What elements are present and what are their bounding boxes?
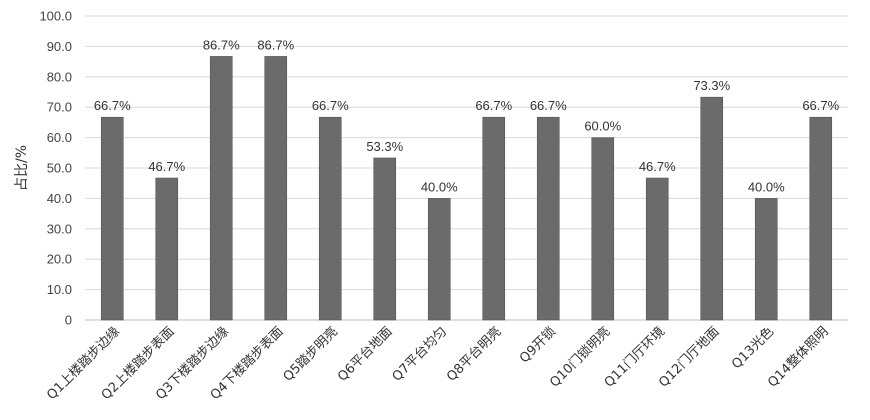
data-label: 53.3% [366,139,403,154]
data-label: 86.7% [257,37,294,52]
category-label: Q7平台均匀 [390,324,450,384]
category-label: Q9开锁 [516,324,559,367]
data-label: 46.7% [639,159,676,174]
y-tick-label: 60.0 [47,130,72,145]
y-tick-label: 0 [65,313,72,328]
bar [373,157,397,321]
y-tick-label: 100.0 [39,9,72,24]
y-tick-label: 90.0 [47,39,72,54]
data-label: 66.7% [94,98,131,113]
category-label: Q6平台地面 [335,324,395,384]
data-label: 40.0% [421,179,458,194]
x-axis-category-labels: Q1上楼踏步边缘Q2上楼踏步表面Q3下楼踏步边缘Q4下楼踏步表面Q5踏步明亮Q6… [44,324,831,404]
y-tick-label: 70.0 [47,100,72,115]
bar [591,137,615,321]
category-label: Q13光色 [728,324,777,373]
bar [536,116,560,321]
y-tick-label: 40.0 [47,191,72,206]
data-label: 66.7% [530,98,567,113]
category-label: Q8平台明亮 [443,324,504,385]
bar [645,177,669,321]
gridlines [85,15,848,291]
bar [700,96,724,321]
data-label: 40.0% [748,179,785,194]
data-label: 60.0% [584,119,621,134]
data-labels: 66.7% 46.7% 86.7% 86.7% 66.7% 53.3% 40.0% 66.7%… [94,37,840,194]
bar [318,116,342,321]
bar [155,177,179,321]
bar [264,56,288,321]
y-axis-label: 占比/% [14,145,30,191]
data-label: 86.7% [203,37,240,52]
bar [754,198,778,321]
y-axis-tick-labels: 0 10.0 20.0 30.0 40.0 50.0 60.0 70.0 80.0 90.0 100… [39,9,72,328]
data-label: 66.7% [802,98,839,113]
y-tick-label: 80.0 [47,69,72,84]
data-label: 66.7% [475,98,512,113]
bar [427,198,451,321]
data-label: 73.3% [693,78,730,93]
y-tick-label: 20.0 [47,252,72,267]
y-tick-label: 50.0 [47,161,72,176]
y-tick-label: 30.0 [47,221,72,236]
y-tick-label: 10.0 [47,282,72,297]
bar [482,116,506,321]
bar [809,116,833,321]
bar [100,116,124,321]
category-label: Q5踏步明亮 [280,324,341,385]
bar [209,56,233,321]
bars [100,56,833,321]
data-label: 66.7% [312,98,349,113]
data-label: 46.7% [148,159,185,174]
